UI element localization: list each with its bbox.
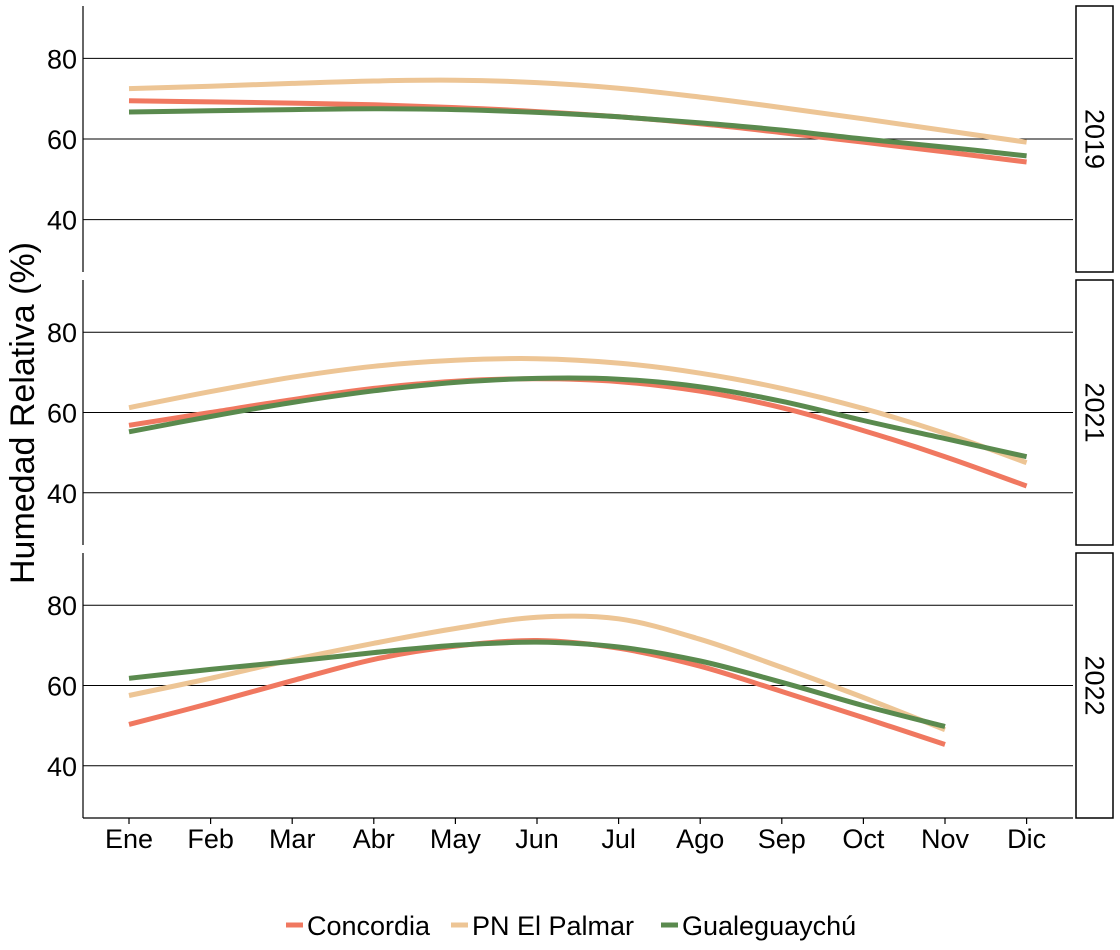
y-tick-label: 80 [47, 318, 77, 348]
legend: Concordia PN El Palmar Gualeguaychú [286, 911, 856, 941]
x-tick-label: Ago [676, 824, 724, 854]
y-tick-label: 60 [47, 125, 77, 155]
panel-2019: 40 60 80 2019 [47, 5, 1114, 273]
x-tick-label: Oct [842, 824, 885, 854]
y-axis-title: Humedad Relativa (%) [4, 242, 42, 584]
y-tick-label: 40 [47, 752, 77, 782]
x-tick-label: Feb [187, 824, 234, 854]
x-tick-label: Jun [515, 824, 559, 854]
series-line-pn-el-palmar [128, 77, 1027, 145]
series-line-gualeguaych- [128, 106, 1027, 159]
panel-2022: 40 60 80 2022 [47, 552, 1114, 819]
y-tick-label: 60 [47, 399, 77, 429]
facet-strip [1075, 279, 1114, 546]
facet-label: 2022 [1080, 655, 1110, 715]
x-tick-label: Sep [758, 824, 806, 854]
legend-label: PN El Palmar [472, 911, 634, 941]
legend-label: Concordia [307, 911, 431, 941]
y-tick-label: 60 [47, 672, 77, 702]
x-tick-label: Abr [353, 824, 395, 854]
panel-2021: 40 60 80 2021 [47, 279, 1114, 546]
y-tick-label: 40 [47, 206, 77, 236]
x-tick-label: Jul [601, 824, 636, 854]
x-tick-label: Nov [921, 824, 970, 854]
series-line-pn-el-palmar [128, 356, 1028, 466]
x-tick-label: Dic [1007, 824, 1046, 854]
x-tick-label: May [430, 824, 482, 854]
facet-strip [1075, 5, 1114, 273]
x-tick-label: Mar [269, 824, 316, 854]
series-line-gualeguaych- [128, 375, 1028, 460]
legend-label: Gualeguaychú [682, 911, 856, 941]
series-line-gualeguaych- [128, 639, 946, 729]
y-tick-label: 40 [47, 479, 77, 509]
facet-label: 2019 [1080, 109, 1110, 169]
series-line-concordia [128, 376, 1028, 489]
x-tick-label: Ene [105, 824, 153, 854]
facet-strip [1075, 552, 1114, 819]
chart-panels: 40 60 80 2019 40 60 80 2021 40 60 80 2022 [47, 5, 1114, 819]
y-tick-label: 80 [47, 591, 77, 621]
y-tick-label: 80 [47, 44, 77, 74]
facet-label: 2021 [1080, 382, 1110, 442]
x-axis: Ene Feb Mar Abr May Jun Jul Ago Sep Oct Nov Dic [83, 817, 1073, 854]
series-line-pn-el-palmar [128, 613, 946, 733]
